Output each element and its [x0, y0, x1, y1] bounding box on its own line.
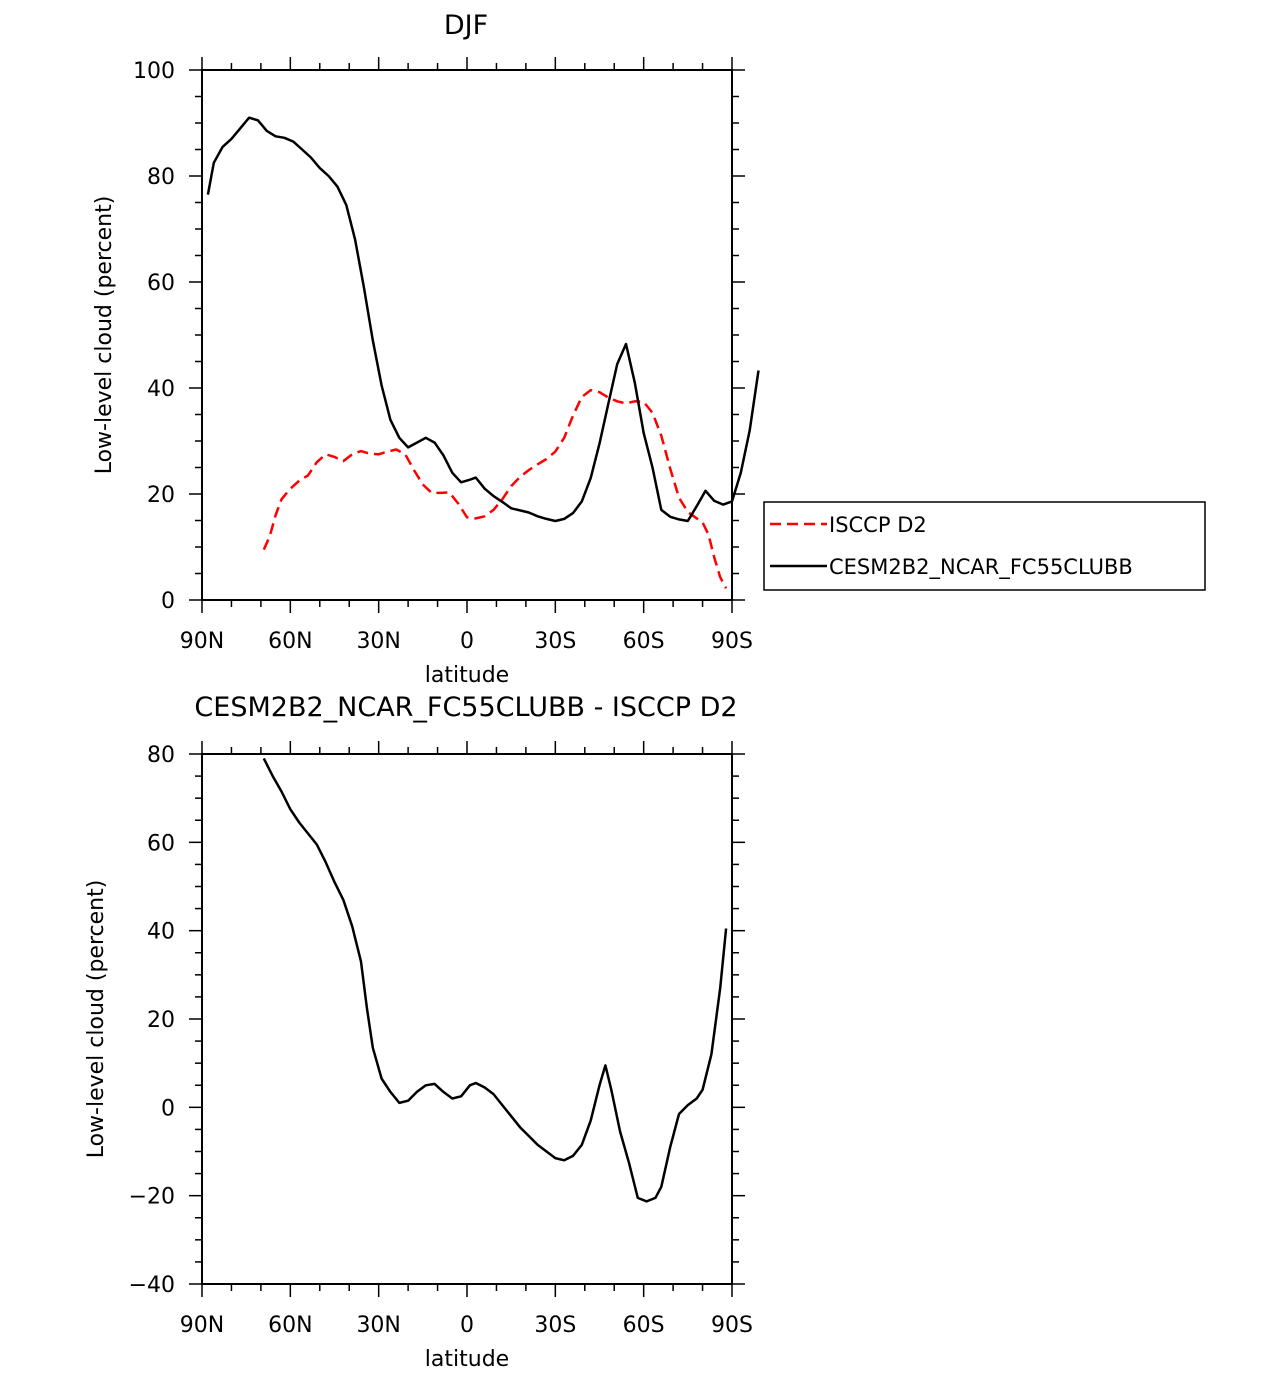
x-tick-label: 30N: [356, 1313, 400, 1338]
legend-box: [763, 501, 1206, 591]
x-tick-label: 30S: [534, 629, 576, 654]
top-x-tick-labels: 90N 60N 30N 0 30S 60S 90S: [180, 629, 753, 654]
top-plot-frame: [201, 69, 733, 601]
x-tick-label: 0: [460, 629, 474, 654]
x-tick-label: 90N: [180, 629, 224, 654]
top-y-axis-label: Low-level cloud (percent): [92, 196, 117, 475]
bottom-ticks: [189, 741, 745, 1297]
bottom-x-tick-labels: 90N 60N 30N 0 30S 60S 90S: [180, 1313, 753, 1338]
bottom-plot-frame: [201, 753, 733, 1285]
x-tick-label: 60N: [268, 629, 312, 654]
y-tick-label: 40: [147, 377, 175, 402]
x-tick-label: 90S: [711, 629, 753, 654]
top-y-tick-labels: 0 20 40 60 80 100: [133, 59, 175, 614]
y-tick-label: 20: [147, 483, 175, 508]
x-tick-label: 90S: [711, 1313, 753, 1338]
y-tick-label: 0: [161, 589, 175, 614]
y-tick-label: 80: [147, 165, 175, 190]
x-tick-label: 60S: [623, 1313, 665, 1338]
y-tick-label: 0: [161, 1096, 175, 1121]
y-tick-label: −40: [129, 1273, 175, 1298]
y-tick-label: 60: [147, 831, 175, 856]
bottom-y-tick-labels: −40 −20 0 20 40 60 80: [129, 743, 175, 1298]
legend: ISCCP D2 CESM2B2_NCAR_FC55CLUBB: [763, 501, 1206, 591]
y-tick-label: 40: [147, 920, 175, 945]
x-tick-label: 60N: [268, 1313, 312, 1338]
top-chart-title: DJF: [444, 10, 488, 41]
bottom-chart-title: CESM2B2_NCAR_FC55CLUBB - ISCCP D2: [194, 692, 737, 723]
y-tick-label: 60: [147, 271, 175, 296]
bottom-series-group: [262, 757, 728, 1203]
legend-label-isccp: ISCCP D2: [829, 513, 927, 537]
top-ticks: [189, 57, 745, 613]
y-tick-label: 80: [147, 743, 175, 768]
top-panel: DJF 90N 60N 30N 0 30S 60S 90S 0 20 40 60 80 100 lat…: [92, 10, 760, 688]
top-x-axis-label: latitude: [425, 663, 509, 688]
x-tick-label: 0: [460, 1313, 474, 1338]
legend-label-cesm: CESM2B2_NCAR_FC55CLUBB: [829, 555, 1133, 580]
x-tick-label: 30N: [356, 629, 400, 654]
bottom-y-axis-label: Low-level cloud (percent): [84, 880, 109, 1159]
x-tick-label: 30S: [534, 1313, 576, 1338]
top-series-group: [206, 116, 760, 589]
bottom-panel: CESM2B2_NCAR_FC55CLUBB - ISCCP D2 90N 60N…: [84, 692, 753, 1372]
series-line-0: [262, 757, 728, 1203]
y-tick-label: −20: [129, 1185, 175, 1210]
series-line-1: [206, 116, 760, 523]
series-line-0: [262, 388, 728, 589]
x-tick-label: 60S: [623, 629, 665, 654]
y-tick-label: 100: [133, 59, 175, 84]
y-tick-label: 20: [147, 1008, 175, 1033]
x-tick-label: 90N: [180, 1313, 224, 1338]
bottom-x-axis-label: latitude: [425, 1347, 509, 1372]
